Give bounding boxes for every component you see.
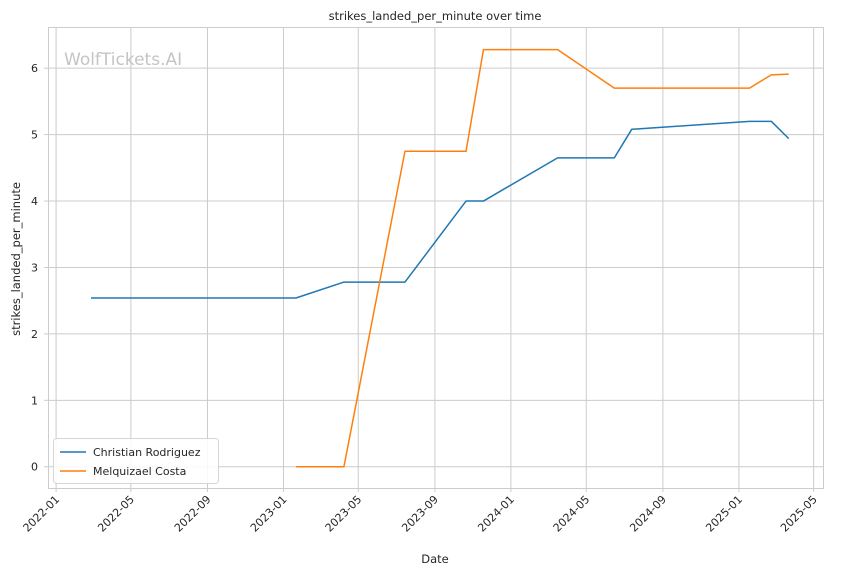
x-tick-label: 2023-05 (323, 493, 365, 535)
y-tick-label: 4 (31, 195, 38, 208)
y-tick-label: 2 (31, 328, 38, 341)
y-tick-label: 6 (31, 62, 38, 75)
plot-area-frame (48, 27, 824, 489)
y-tick-label: 3 (31, 261, 38, 274)
x-tick-label: 2024-01 (475, 493, 517, 535)
legend-label-christian-rodriguez: Christian Rodriguez (93, 446, 201, 459)
x-tick-label: 2025-05 (778, 493, 820, 535)
x-tick-label: 2024-05 (551, 493, 593, 535)
y-tick-label: 0 (31, 461, 38, 474)
x-tick-label: 2023-09 (399, 493, 441, 535)
chart-title: strikes_landed_per_minute over time (329, 9, 542, 23)
watermark-text: WolfTickets.AI (64, 50, 182, 70)
x-tick-label: 2022-09 (172, 493, 214, 535)
x-tick-label: 2024-09 (627, 493, 669, 535)
x-axis-ticks: 2022-01 2022-05 2022-09 2023-01 2023-05 2023-… (21, 488, 820, 535)
y-axis-label: strikes_landed_per_minute (9, 182, 23, 336)
y-tick-label: 1 (31, 394, 38, 407)
x-tick-label: 2022-01 (21, 493, 63, 535)
legend-box (53, 438, 219, 484)
x-tick-label: 2022-05 (95, 493, 137, 535)
x-axis-label: Date (421, 552, 449, 566)
legend-label-melquizael-costa: Melquizael Costa (93, 465, 186, 478)
series-line-melquizael-costa (295, 48, 789, 468)
series-lines (90, 48, 790, 468)
legend: Christian Rodriguez Melquizael Costa (53, 438, 219, 484)
y-tick-label: 5 (31, 129, 38, 142)
grid (48, 27, 823, 488)
series-line-christian-rodriguez (90, 120, 790, 299)
x-tick-label: 2025-01 (703, 493, 745, 535)
y-axis-ticks: 0 1 2 3 4 5 6 (31, 62, 48, 474)
x-tick-label: 2023-01 (248, 493, 290, 535)
